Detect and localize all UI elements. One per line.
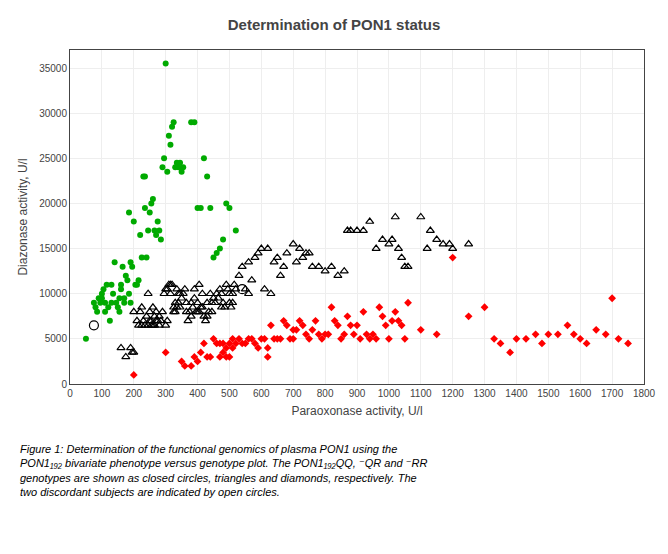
svg-text:100: 100 — [94, 388, 111, 399]
svg-text:1800: 1800 — [633, 388, 656, 399]
svg-text:1600: 1600 — [569, 388, 592, 399]
svg-text:30000: 30000 — [39, 108, 67, 119]
svg-text:20000: 20000 — [39, 198, 67, 209]
svg-text:400: 400 — [189, 388, 206, 399]
svg-text:600: 600 — [253, 388, 270, 399]
svg-text:1700: 1700 — [601, 388, 624, 399]
svg-text:25000: 25000 — [39, 153, 67, 164]
svg-text:15000: 15000 — [39, 243, 67, 254]
svg-text:35000: 35000 — [39, 63, 67, 74]
svg-text:200: 200 — [125, 388, 142, 399]
svg-text:Figure 1: Determination of the: Figure 1: Determination of the functiona… — [20, 443, 427, 498]
svg-text:1300: 1300 — [473, 388, 496, 399]
svg-text:1200: 1200 — [442, 388, 465, 399]
svg-text:300: 300 — [157, 388, 174, 399]
svg-text:500: 500 — [221, 388, 238, 399]
svg-text:Diazonase activity, U/l: Diazonase activity, U/l — [16, 158, 30, 275]
svg-text:700: 700 — [285, 388, 302, 399]
svg-text:0: 0 — [61, 379, 67, 390]
svg-text:10000: 10000 — [39, 288, 67, 299]
svg-text:1400: 1400 — [505, 388, 528, 399]
svg-text:Determination of PON1 status: Determination of PON1 status — [228, 16, 441, 33]
svg-text:1500: 1500 — [537, 388, 560, 399]
svg-text:900: 900 — [349, 388, 366, 399]
svg-text:Paraoxonase activity, U/l: Paraoxonase activity, U/l — [291, 404, 422, 418]
svg-text:0: 0 — [67, 388, 73, 399]
svg-text:1000: 1000 — [378, 388, 401, 399]
svg-text:5000: 5000 — [45, 333, 68, 344]
svg-text:800: 800 — [317, 388, 334, 399]
svg-text:1100: 1100 — [410, 388, 432, 399]
